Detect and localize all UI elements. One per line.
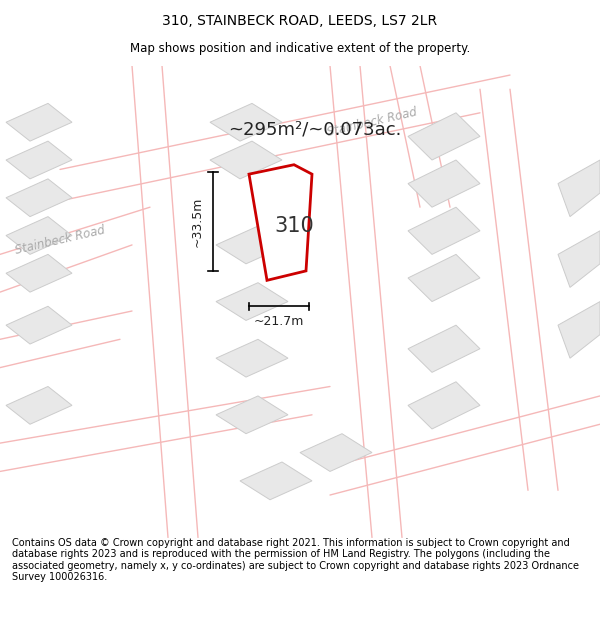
Polygon shape	[408, 208, 480, 254]
Text: Stainbeck Road: Stainbeck Road	[14, 224, 106, 257]
Polygon shape	[240, 462, 312, 500]
Polygon shape	[6, 386, 72, 424]
Text: Stainbeck Road: Stainbeck Road	[326, 106, 418, 139]
Text: Map shows position and indicative extent of the property.: Map shows position and indicative extent…	[130, 42, 470, 54]
Text: 310: 310	[274, 216, 314, 236]
Polygon shape	[408, 382, 480, 429]
Text: ~33.5m: ~33.5m	[191, 196, 204, 246]
Text: ~21.7m: ~21.7m	[254, 315, 304, 328]
Polygon shape	[210, 103, 282, 141]
Polygon shape	[6, 103, 72, 141]
Text: 310, STAINBECK ROAD, LEEDS, LS7 2LR: 310, STAINBECK ROAD, LEEDS, LS7 2LR	[163, 14, 437, 28]
Polygon shape	[6, 217, 72, 254]
Polygon shape	[216, 282, 288, 321]
Polygon shape	[6, 306, 72, 344]
Polygon shape	[210, 141, 282, 179]
Text: ~295m²/~0.073ac.: ~295m²/~0.073ac.	[228, 121, 401, 138]
Polygon shape	[300, 434, 372, 471]
Polygon shape	[6, 141, 72, 179]
Polygon shape	[558, 301, 600, 358]
Polygon shape	[408, 325, 480, 372]
Polygon shape	[408, 160, 480, 208]
Polygon shape	[216, 339, 288, 377]
Polygon shape	[6, 179, 72, 217]
Polygon shape	[408, 112, 480, 160]
Text: Contains OS data © Crown copyright and database right 2021. This information is : Contains OS data © Crown copyright and d…	[12, 538, 579, 582]
Polygon shape	[216, 396, 288, 434]
Polygon shape	[249, 165, 312, 281]
Polygon shape	[558, 160, 600, 217]
Polygon shape	[408, 254, 480, 301]
Polygon shape	[6, 254, 72, 292]
Polygon shape	[558, 231, 600, 288]
Polygon shape	[216, 226, 288, 264]
